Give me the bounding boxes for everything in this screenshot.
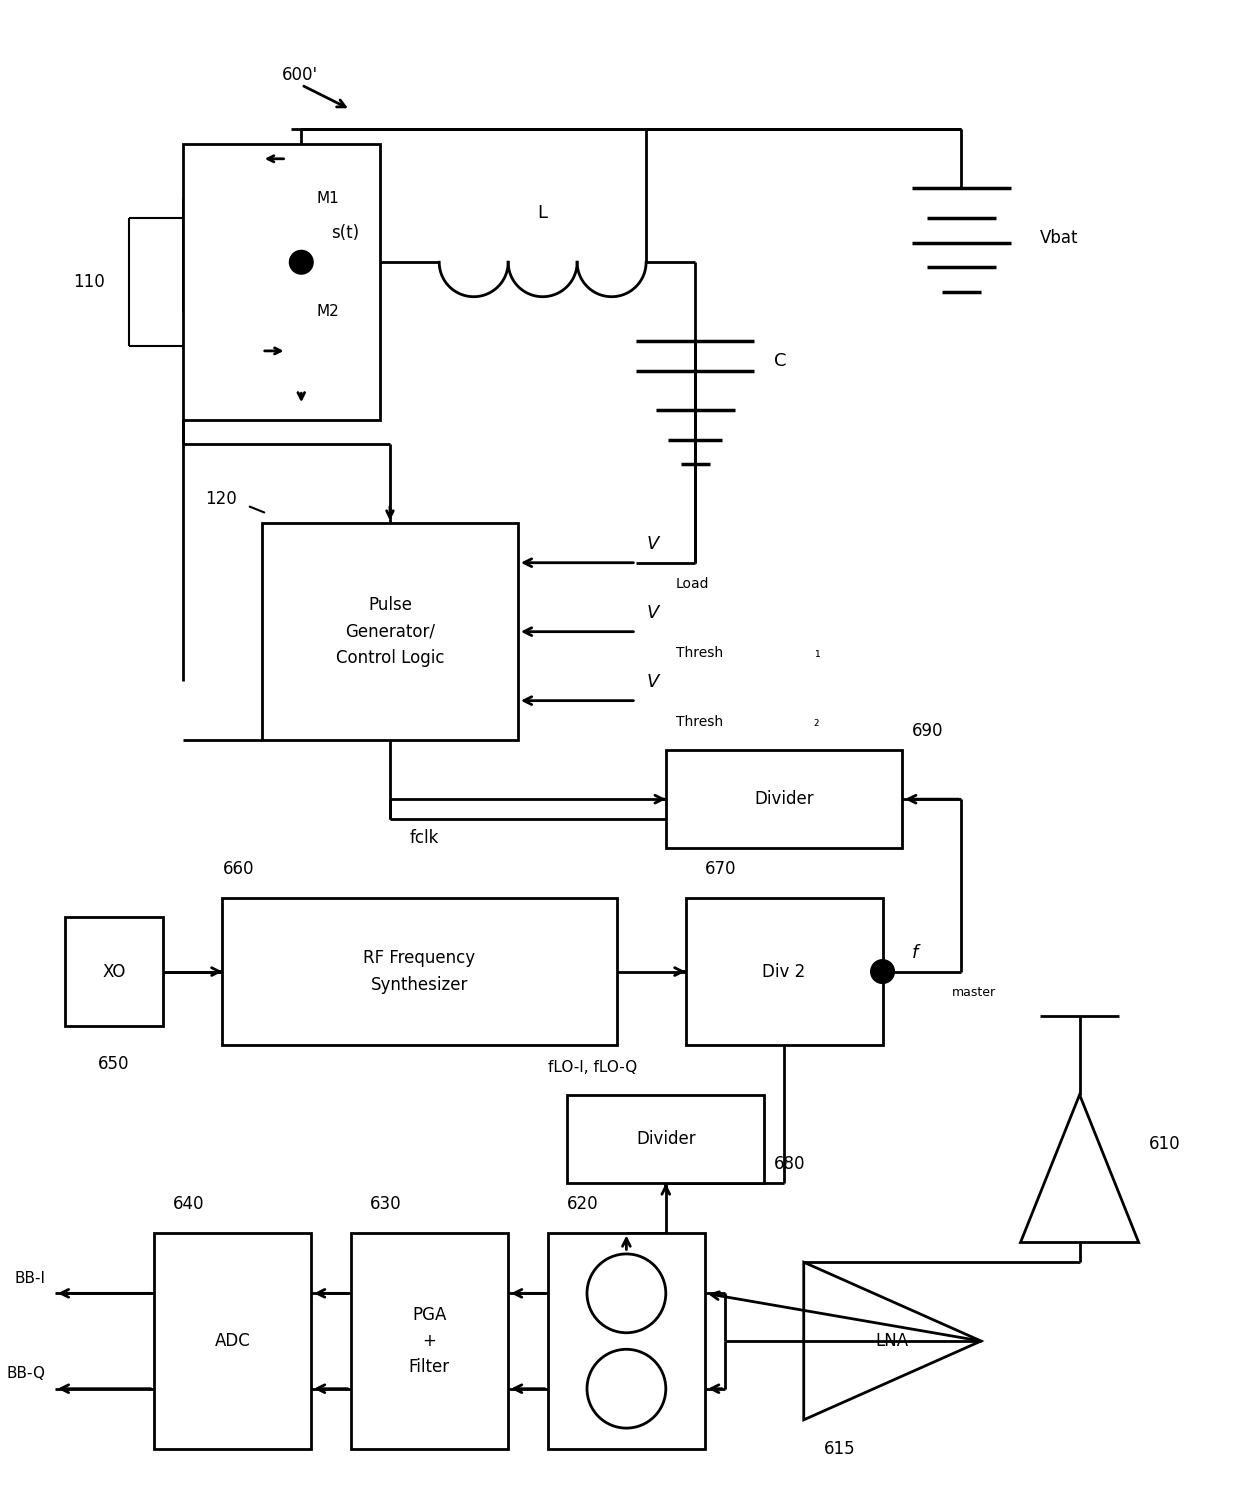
Text: 630: 630 [371,1196,402,1213]
Text: L: L [538,204,548,222]
Text: 110: 110 [73,274,105,291]
Text: Pulse
Generator/
Control Logic: Pulse Generator/ Control Logic [336,596,444,668]
Text: RF Frequency
Synthesizer: RF Frequency Synthesizer [363,949,476,993]
Bar [548,1233,706,1450]
Text: Divider: Divider [754,790,813,807]
Text: 615: 615 [823,1439,856,1457]
Text: f: f [913,944,919,962]
Text: XO: XO [103,962,125,980]
Text: BB-Q: BB-Q [6,1367,45,1381]
Text: M1: M1 [316,190,339,205]
Text: fLO-I, fLO-Q: fLO-I, fLO-Q [548,1060,637,1075]
Bar [666,749,903,849]
Text: Vbat: Vbat [1040,229,1079,247]
Text: fclk: fclk [409,828,439,846]
Text: 670: 670 [706,859,737,877]
Text: PGA
+
Filter: PGA + Filter [409,1306,450,1377]
Bar [184,144,381,419]
Text: Thresh: Thresh [676,647,723,660]
Text: ₂: ₂ [813,715,820,730]
Text: master: master [951,986,996,999]
Bar [154,1233,311,1450]
Bar [686,898,883,1045]
Text: Div 2: Div 2 [763,962,806,980]
Bar [64,917,164,1026]
Text: 600': 600' [281,65,317,85]
Text: BB-I: BB-I [14,1271,45,1286]
Text: LNA: LNA [875,1332,909,1350]
Circle shape [870,959,894,983]
Text: Thresh: Thresh [676,715,723,730]
Text: 660: 660 [222,859,254,877]
Bar [351,1233,508,1450]
Text: C: C [774,352,786,370]
Text: 120: 120 [206,489,237,507]
Text: ₁: ₁ [813,647,820,660]
Text: V: V [646,604,658,622]
Text: 610: 610 [1148,1135,1180,1152]
Text: 650: 650 [98,1056,130,1074]
Circle shape [289,250,314,274]
Text: Divider: Divider [636,1130,696,1148]
Bar [222,898,616,1045]
Text: 680: 680 [774,1155,806,1173]
Text: 640: 640 [174,1196,205,1213]
Text: ADC: ADC [215,1332,250,1350]
Bar [262,523,518,741]
Text: Load: Load [676,577,709,592]
Text: V: V [646,535,658,553]
Bar [567,1094,764,1184]
Text: s(t): s(t) [331,223,358,242]
Text: 690: 690 [913,723,944,741]
Text: M2: M2 [316,303,339,320]
Text: 620: 620 [567,1196,599,1213]
Text: V: V [646,672,658,691]
